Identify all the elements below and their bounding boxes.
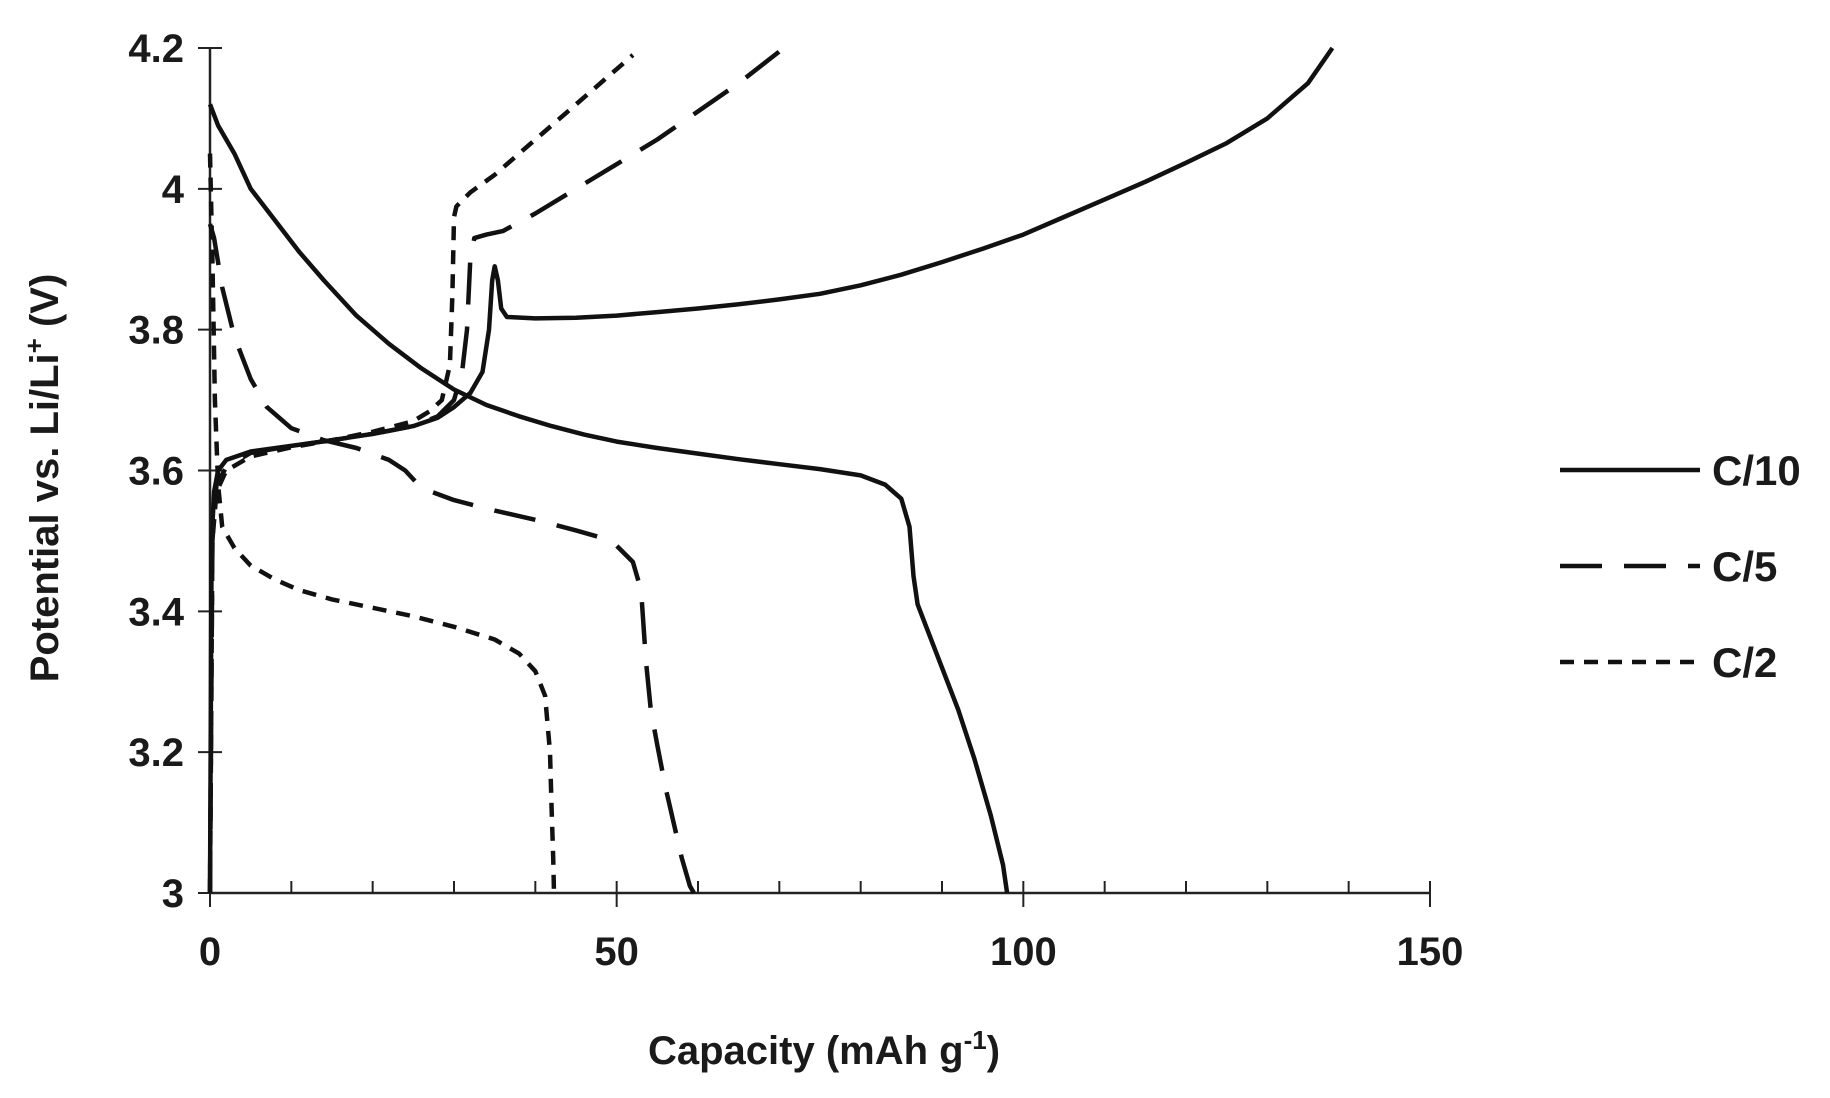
x-tick-label: 100 bbox=[990, 930, 1057, 974]
series-lines bbox=[207, 46, 1335, 895]
legend-label-c-2: C/2 bbox=[1712, 639, 1777, 686]
x-tick-label: 50 bbox=[594, 930, 639, 974]
y-tick-label: 3.2 bbox=[128, 731, 184, 775]
y-tick-label: 3.4 bbox=[128, 590, 184, 634]
x-axis-title: Capacity (mAh g-1) bbox=[648, 1025, 1000, 1073]
y-tick-label: 3.6 bbox=[128, 450, 184, 494]
y-tick-label: 4 bbox=[162, 168, 185, 212]
series-line-c-2-discharge bbox=[207, 153, 557, 894]
y-tick-label: 3 bbox=[162, 872, 184, 916]
series-line-c-10-charge bbox=[207, 46, 1335, 894]
series-line-c-10-discharge bbox=[207, 103, 1010, 894]
series-line-c-5-discharge bbox=[207, 223, 696, 895]
series-line-c-5-charge bbox=[207, 49, 781, 894]
y-axis-title: Potential vs. Li/Li+ (V) bbox=[19, 274, 67, 683]
legend: C/10 C/5 C/2 bbox=[1560, 447, 1801, 686]
x-tick-label: 150 bbox=[1397, 930, 1464, 974]
y-tick-label: 4.2 bbox=[128, 27, 184, 71]
legend-label-c-10: C/10 bbox=[1712, 447, 1801, 494]
legend-label-c-5: C/5 bbox=[1712, 543, 1777, 590]
axes: 0 50 100 150 3 3.2 3.4 3.6 3.8 4 4.2 bbox=[128, 27, 1463, 974]
y-tick-label: 3.8 bbox=[128, 309, 184, 353]
series-line-c-2-charge bbox=[207, 53, 635, 894]
x-tick-label: 0 bbox=[199, 930, 221, 974]
